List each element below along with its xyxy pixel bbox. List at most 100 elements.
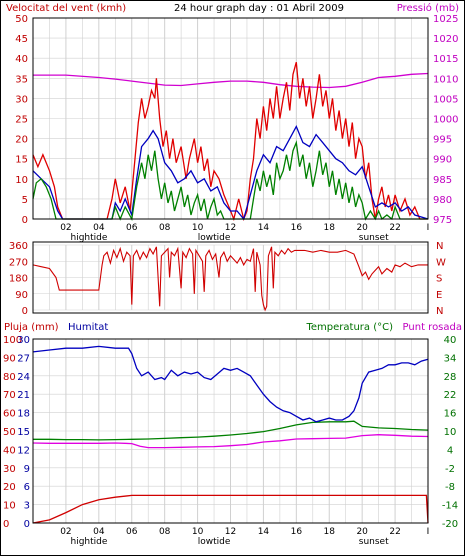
dewpoint-axis-label: Punt rosada [403, 322, 462, 333]
y-tick-label-temperature: 16 [444, 409, 457, 420]
y-tick-label-wind: 45 [15, 34, 28, 45]
series-low [32, 140, 428, 222]
y-tick-label-pressure: 980 [433, 195, 452, 206]
y-tick-label-rain-outer: 0 [3, 519, 9, 530]
chart-title: 24 hour graph day : 01 Abril 2009 [174, 3, 344, 14]
x-tick-label: 12 [225, 223, 236, 233]
y-tick-label-compass: N [436, 241, 443, 252]
y-tick-label-compass: N [436, 306, 443, 317]
x-marker-hightide: hightide [71, 233, 108, 243]
y-tick-label-wind: 50 [15, 14, 28, 25]
y-tick-label-humidity: 18 [17, 409, 30, 420]
x-tick-label: 18 [324, 527, 336, 537]
rain-humidity-temperature-panel: 0 10 20 30 40 50 60 70 80 90 100 0 3 6 9 12 15 18 21 24 27 30… [3, 335, 458, 547]
series-rain [32, 494, 429, 524]
x-tick-label: 16 [291, 223, 303, 233]
series-pressure [33, 72, 429, 89]
series-temperature [33, 420, 429, 441]
y-tick-label-wind: 40 [15, 54, 28, 65]
y-tick-label-rain-outer: 70 [3, 390, 16, 401]
x-tick-label: I [427, 527, 430, 537]
y-tick-label-humidity: 12 [17, 445, 30, 456]
y-tick-label-humidity: 9 [24, 464, 30, 475]
y-tick-label-rain-outer: 60 [3, 409, 16, 420]
plot-frame [32, 241, 429, 314]
x-marker-sunset: sunset [359, 233, 389, 243]
x-tick-label: 10 [192, 223, 204, 233]
x-marker-hightide: hightide [71, 537, 108, 547]
x-marker-sunset: sunset [359, 537, 389, 547]
y-tick-label-rain-outer: 100 [3, 335, 22, 346]
x-tick-label: 22 [389, 527, 400, 537]
y-tick-label-wind: 15 [15, 155, 28, 166]
x-tick-label: 06 [126, 223, 138, 233]
x-tick-label: 10 [192, 527, 204, 537]
y-tick-label-direction: 0 [22, 306, 28, 317]
y-tick-label-temperature: 22 [444, 390, 457, 401]
x-tick-label: 02 [60, 527, 71, 537]
y-tick-label-direction: 90 [15, 290, 28, 301]
y-tick-label-rain-outer: 80 [3, 372, 16, 383]
x-tick-label: 06 [126, 527, 138, 537]
y-tick-label-direction: 180 [9, 274, 28, 285]
y-tick-label-humidity: 0 [24, 519, 30, 530]
x-tick-label: 02 [60, 223, 71, 233]
x-tick-label: 08 [159, 223, 171, 233]
y-tick-label-humidity: 30 [17, 335, 30, 346]
y-tick-label-temperature: 10 [444, 427, 457, 438]
y-tick-label-compass: W [436, 257, 446, 268]
y-tick-label-wind: 20 [15, 135, 28, 146]
wind-axis-label: Velocitat del vent (kmh) [6, 3, 126, 14]
y-tick-label-pressure: 1020 [433, 34, 458, 45]
y-tick-label-rain-outer: 10 [3, 501, 16, 512]
series-direction [32, 246, 428, 312]
series-dewpoint [32, 434, 429, 449]
series-humidity [32, 345, 429, 423]
y-tick-label-humidity: 27 [17, 353, 30, 364]
pressure-axis-label: Pressió (mb) [397, 2, 459, 14]
y-tick-label-wind: 5 [22, 195, 28, 206]
y-tick-label-pressure: 1025 [433, 14, 458, 25]
y-tick-label-wind: 35 [15, 74, 28, 85]
y-tick-label-pressure: 990 [433, 155, 452, 166]
x-tick-label: 08 [159, 527, 171, 537]
x-tick-label: 12 [225, 527, 236, 537]
y-tick-label-humidity: 3 [24, 501, 30, 512]
y-tick-label-pressure: 975 [433, 215, 452, 226]
x-tick-label: 22 [389, 223, 400, 233]
y-tick-label-pressure: 1005 [433, 94, 458, 105]
y-tick-label-wind: 0 [22, 215, 28, 226]
y-tick-label-temperature: 28 [444, 372, 457, 383]
y-tick-label-humidity: 6 [24, 482, 30, 493]
x-tick-label: 04 [93, 223, 105, 233]
x-tick-label: 20 [356, 223, 368, 233]
y-tick-label-rain-outer: 90 [3, 353, 16, 364]
temperature-axis-label: Temperatura (°C) [305, 322, 393, 333]
y-tick-label-humidity: 21 [17, 390, 30, 401]
y-tick-label-humidity: 24 [17, 372, 30, 383]
x-tick-label: 14 [258, 527, 270, 537]
x-tick-label: 04 [93, 527, 105, 537]
y-tick-label-temperature: -14 [442, 501, 458, 512]
y-tick-label-wind: 30 [15, 94, 28, 105]
y-tick-label-temperature: 40 [444, 335, 457, 346]
y-tick-label-rain-outer: 40 [3, 445, 16, 456]
y-tick-label-wind: 10 [15, 175, 28, 186]
y-tick-label-pressure: 995 [433, 135, 452, 146]
series-gust [32, 62, 428, 222]
x-tick-label: 18 [324, 223, 336, 233]
y-tick-label-temperature: -20 [442, 519, 458, 530]
y-tick-label-direction: 360 [9, 241, 28, 252]
plot-frame [32, 17, 429, 220]
x-marker-lowtide: lowtide [198, 537, 231, 547]
humidity-axis-label: Humitat [68, 322, 108, 333]
x-tick-label: 16 [291, 527, 303, 537]
y-tick-label-rain-outer: 20 [3, 482, 16, 493]
y-tick-label-temperature: 34 [444, 353, 457, 364]
x-tick-label: 20 [356, 527, 368, 537]
y-tick-label-pressure: 1000 [433, 115, 458, 126]
